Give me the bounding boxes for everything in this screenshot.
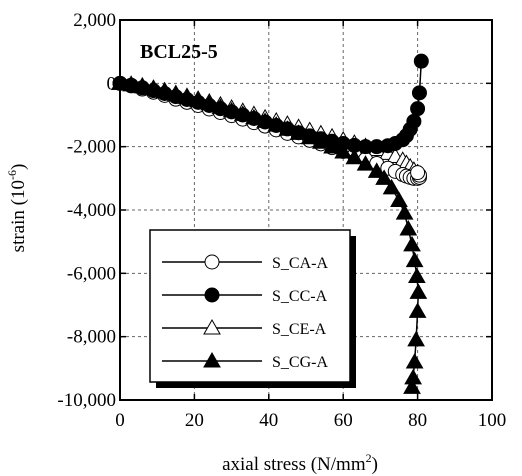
data-point — [204, 254, 220, 270]
data-point — [203, 351, 221, 368]
legend-label: S_CE-A — [272, 321, 327, 338]
data-point — [409, 283, 428, 299]
legend-label: S_CC-A — [272, 288, 328, 305]
data-point — [407, 267, 426, 283]
legend-box — [149, 229, 351, 383]
data-point — [334, 143, 353, 159]
data-point — [413, 53, 429, 69]
legend-item-S_CE-A: S_CE-A — [162, 318, 327, 338]
y-tick-label: -2,000 — [67, 137, 116, 158]
data-point — [403, 235, 421, 252]
data-point — [390, 191, 408, 207]
data-point — [203, 318, 221, 335]
x-tick-label: 20 — [185, 410, 204, 431]
data-point — [204, 287, 220, 303]
x-tick-label: 0 — [115, 410, 125, 431]
data-point — [408, 302, 427, 318]
x-tick-label: 80 — [408, 410, 427, 431]
y-tick-label: 0 — [107, 73, 117, 94]
data-point — [410, 165, 426, 181]
legend-item-S_CG-A: S_CG-A — [162, 351, 328, 371]
plot-frame — [119, 19, 493, 401]
data-point — [407, 330, 425, 347]
data-point — [399, 219, 418, 236]
y-axis-label: strain (10-6) — [5, 164, 29, 253]
x-tick-label: 40 — [259, 410, 278, 431]
y-tick-label: -8,000 — [67, 327, 116, 348]
legend-item-S_CA-A: S_CA-A — [162, 254, 328, 272]
data-point — [367, 162, 386, 178]
chart-annotation: BCL25-5 — [140, 41, 218, 63]
x-axis-label: axial stress (N/mm2) — [222, 451, 378, 475]
y-ticks: 2,000 0 -2,000 -4,000 -6,000 -8,000 -10,000 — [57, 10, 492, 411]
data-point — [382, 178, 401, 195]
legend-label: S_CA-A — [272, 255, 328, 272]
y-tick-label: 2,000 — [73, 10, 116, 31]
x-tick-label: 60 — [334, 410, 353, 431]
x-tick-label: 100 — [478, 410, 507, 431]
legend-item-S_CC-A: S_CC-A — [162, 287, 328, 305]
data-point — [410, 101, 426, 117]
data-point — [405, 352, 424, 369]
y-tick-label: -4,000 — [67, 200, 116, 221]
data-point — [395, 204, 414, 220]
y-tick-label: -6,000 — [67, 263, 116, 284]
data-point — [356, 155, 375, 171]
legend: S_CA-A S_CC-A S_CE-A S_CG-A — [149, 229, 356, 388]
data-point — [345, 148, 364, 165]
x-ticks: 0 20 40 60 80 100 — [115, 20, 506, 431]
legend-label: S_CG-A — [272, 354, 328, 371]
data-point — [411, 85, 427, 101]
data-point — [405, 251, 424, 268]
data-point — [403, 378, 421, 394]
data-point — [375, 169, 393, 185]
series-S_CC-A — [112, 53, 429, 155]
series-group — [111, 53, 429, 394]
data-point — [406, 113, 422, 129]
y-tick-label: -10,000 — [57, 390, 116, 411]
